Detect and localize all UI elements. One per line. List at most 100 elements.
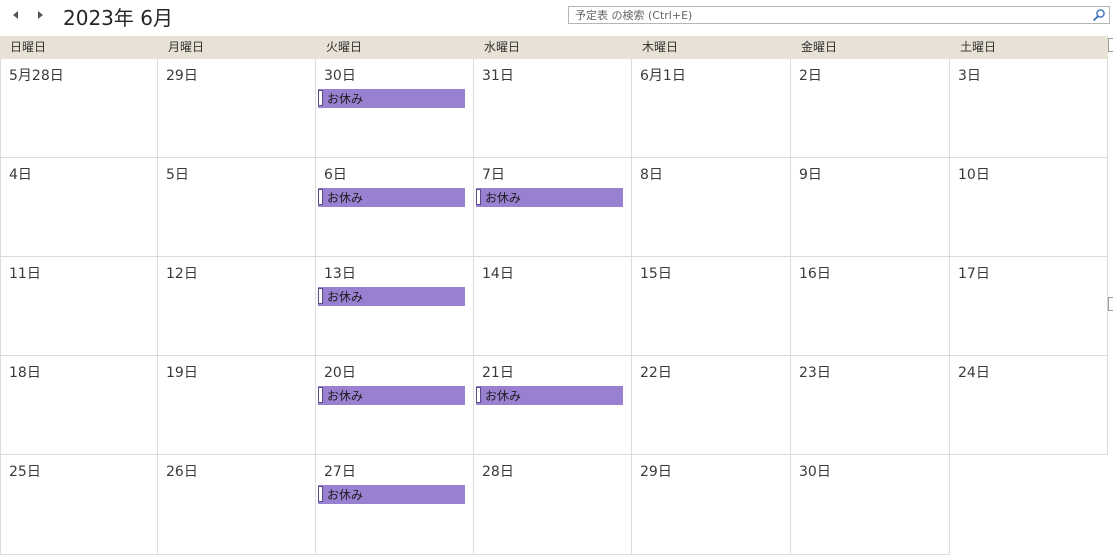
calendar-event[interactable]: お休み (318, 287, 465, 306)
day-cell[interactable]: 7日お休み (474, 158, 632, 257)
previous-month-button[interactable] (9, 8, 23, 22)
event-title: お休み (485, 389, 522, 403)
calendar-event[interactable]: お休み (318, 485, 465, 504)
month-title: 2023年 6月 (63, 6, 173, 30)
weekday-label: 水曜日 (484, 40, 521, 54)
day-number: 13日 (324, 266, 356, 282)
calendar-event[interactable]: お休み (476, 188, 623, 207)
day-cell[interactable]: 30日 (791, 455, 950, 555)
day-cell[interactable]: 21日お休み (474, 356, 632, 455)
day-cell[interactable]: 5月28日 (0, 59, 158, 158)
next-month-button[interactable] (33, 8, 47, 22)
day-number: 10日 (958, 167, 990, 183)
month-grid: 5月28日 29日 30日 お休み 31日 6月1日 2日 3日 4日 5日 6日 お休み 7日 お休み 8… (0, 59, 1108, 555)
day-number: 24日 (958, 365, 990, 381)
day-cell[interactable]: 16日 (791, 257, 950, 356)
event-status-bar (318, 189, 323, 205)
weekday-label: 日曜日 (10, 40, 47, 54)
day-cell[interactable]: 31日 (474, 59, 632, 158)
day-cell[interactable]: 24日 (950, 356, 1108, 455)
weekday-header: 日曜日 月曜日 火曜日 水曜日 木曜日 金曜日 土曜日 (0, 36, 1108, 59)
event-status-bar (318, 90, 323, 106)
day-number: 6日 (324, 167, 347, 183)
day-cell[interactable]: 10日 (950, 158, 1108, 257)
day-cell[interactable]: 4日 (0, 158, 158, 257)
day-cell[interactable]: 22日 (632, 356, 791, 455)
magnifier-icon[interactable] (1092, 8, 1106, 22)
weekday-label: 木曜日 (642, 40, 679, 54)
day-number: 16日 (799, 266, 831, 282)
calendar-search-input[interactable] (569, 7, 1085, 23)
weekday-label: 金曜日 (801, 40, 838, 54)
day-number: 9日 (799, 167, 822, 183)
scroll-tab-middle[interactable] (1108, 297, 1113, 311)
day-number: 29日 (166, 68, 198, 84)
calendar-event[interactable]: お休み (318, 386, 465, 405)
day-cell[interactable]: 18日 (0, 356, 158, 455)
day-number: 7日 (482, 167, 505, 183)
day-cell[interactable]: 25日 (0, 455, 158, 555)
day-number: 31日 (482, 68, 514, 84)
day-cell[interactable]: 29日 (632, 455, 791, 555)
day-cell[interactable]: 12日 (158, 257, 316, 356)
day-cell[interactable]: 5日 (158, 158, 316, 257)
day-cell[interactable]: 6月1日 (632, 59, 791, 158)
event-title: お休み (327, 92, 364, 106)
day-number: 14日 (482, 266, 514, 282)
day-number: 11日 (9, 266, 41, 282)
day-cell[interactable]: 23日 (791, 356, 950, 455)
day-cell[interactable]: 6日お休み (316, 158, 474, 257)
day-cell[interactable]: 19日 (158, 356, 316, 455)
day-number: 17日 (958, 266, 990, 282)
day-number: 12日 (166, 266, 198, 282)
day-cell[interactable]: 9日 (791, 158, 950, 257)
triangle-right-icon (38, 11, 43, 19)
day-cell[interactable]: 28日 (474, 455, 632, 555)
event-title: お休み (327, 389, 364, 403)
day-number: 2日 (799, 68, 822, 84)
calendar-event[interactable]: お休み (318, 188, 465, 207)
weekday-label: 土曜日 (960, 40, 997, 54)
day-number: 29日 (640, 464, 672, 480)
day-cell[interactable]: 13日お休み (316, 257, 474, 356)
day-number: 28日 (482, 464, 514, 480)
day-number: 18日 (9, 365, 41, 381)
day-number: 25日 (9, 464, 41, 480)
day-cell[interactable]: 8日 (632, 158, 791, 257)
weekday-label: 火曜日 (326, 40, 363, 54)
scroll-tab-top[interactable] (1108, 38, 1113, 52)
day-cell[interactable]: 29日 (158, 59, 316, 158)
day-number: 27日 (324, 464, 356, 480)
day-cell[interactable]: 30日お休み (316, 59, 474, 158)
day-cell[interactable]: 20日お休み (316, 356, 474, 455)
day-cell[interactable]: 17日 (950, 257, 1108, 356)
day-number: 26日 (166, 464, 198, 480)
event-status-bar (318, 486, 323, 502)
day-cell[interactable]: 27日お休み (316, 455, 474, 555)
event-status-bar (476, 189, 481, 205)
day-number: 3日 (958, 68, 981, 84)
event-title: お休み (327, 488, 364, 502)
day-number: 21日 (482, 365, 514, 381)
day-number: 23日 (799, 365, 831, 381)
triangle-left-icon (13, 11, 18, 19)
day-number: 20日 (324, 365, 356, 381)
day-cell[interactable]: 14日 (474, 257, 632, 356)
event-title: お休み (327, 191, 364, 205)
day-number: 5月28日 (9, 68, 64, 84)
calendar-event[interactable]: お休み (318, 89, 465, 108)
event-status-bar (476, 387, 481, 403)
event-title: お休み (327, 290, 364, 304)
calendar-search-box[interactable] (568, 6, 1110, 24)
day-number: 30日 (324, 68, 356, 84)
day-cell[interactable]: 2日 (791, 59, 950, 158)
day-number: 19日 (166, 365, 198, 381)
day-cell[interactable]: 11日 (0, 257, 158, 356)
day-cell[interactable]: 26日 (158, 455, 316, 555)
day-cell[interactable]: 3日 (950, 59, 1108, 158)
day-number: 6月1日 (640, 68, 686, 84)
day-number: 30日 (799, 464, 831, 480)
day-cell[interactable]: 15日 (632, 257, 791, 356)
calendar-event[interactable]: お休み (476, 386, 623, 405)
event-status-bar (318, 387, 323, 403)
